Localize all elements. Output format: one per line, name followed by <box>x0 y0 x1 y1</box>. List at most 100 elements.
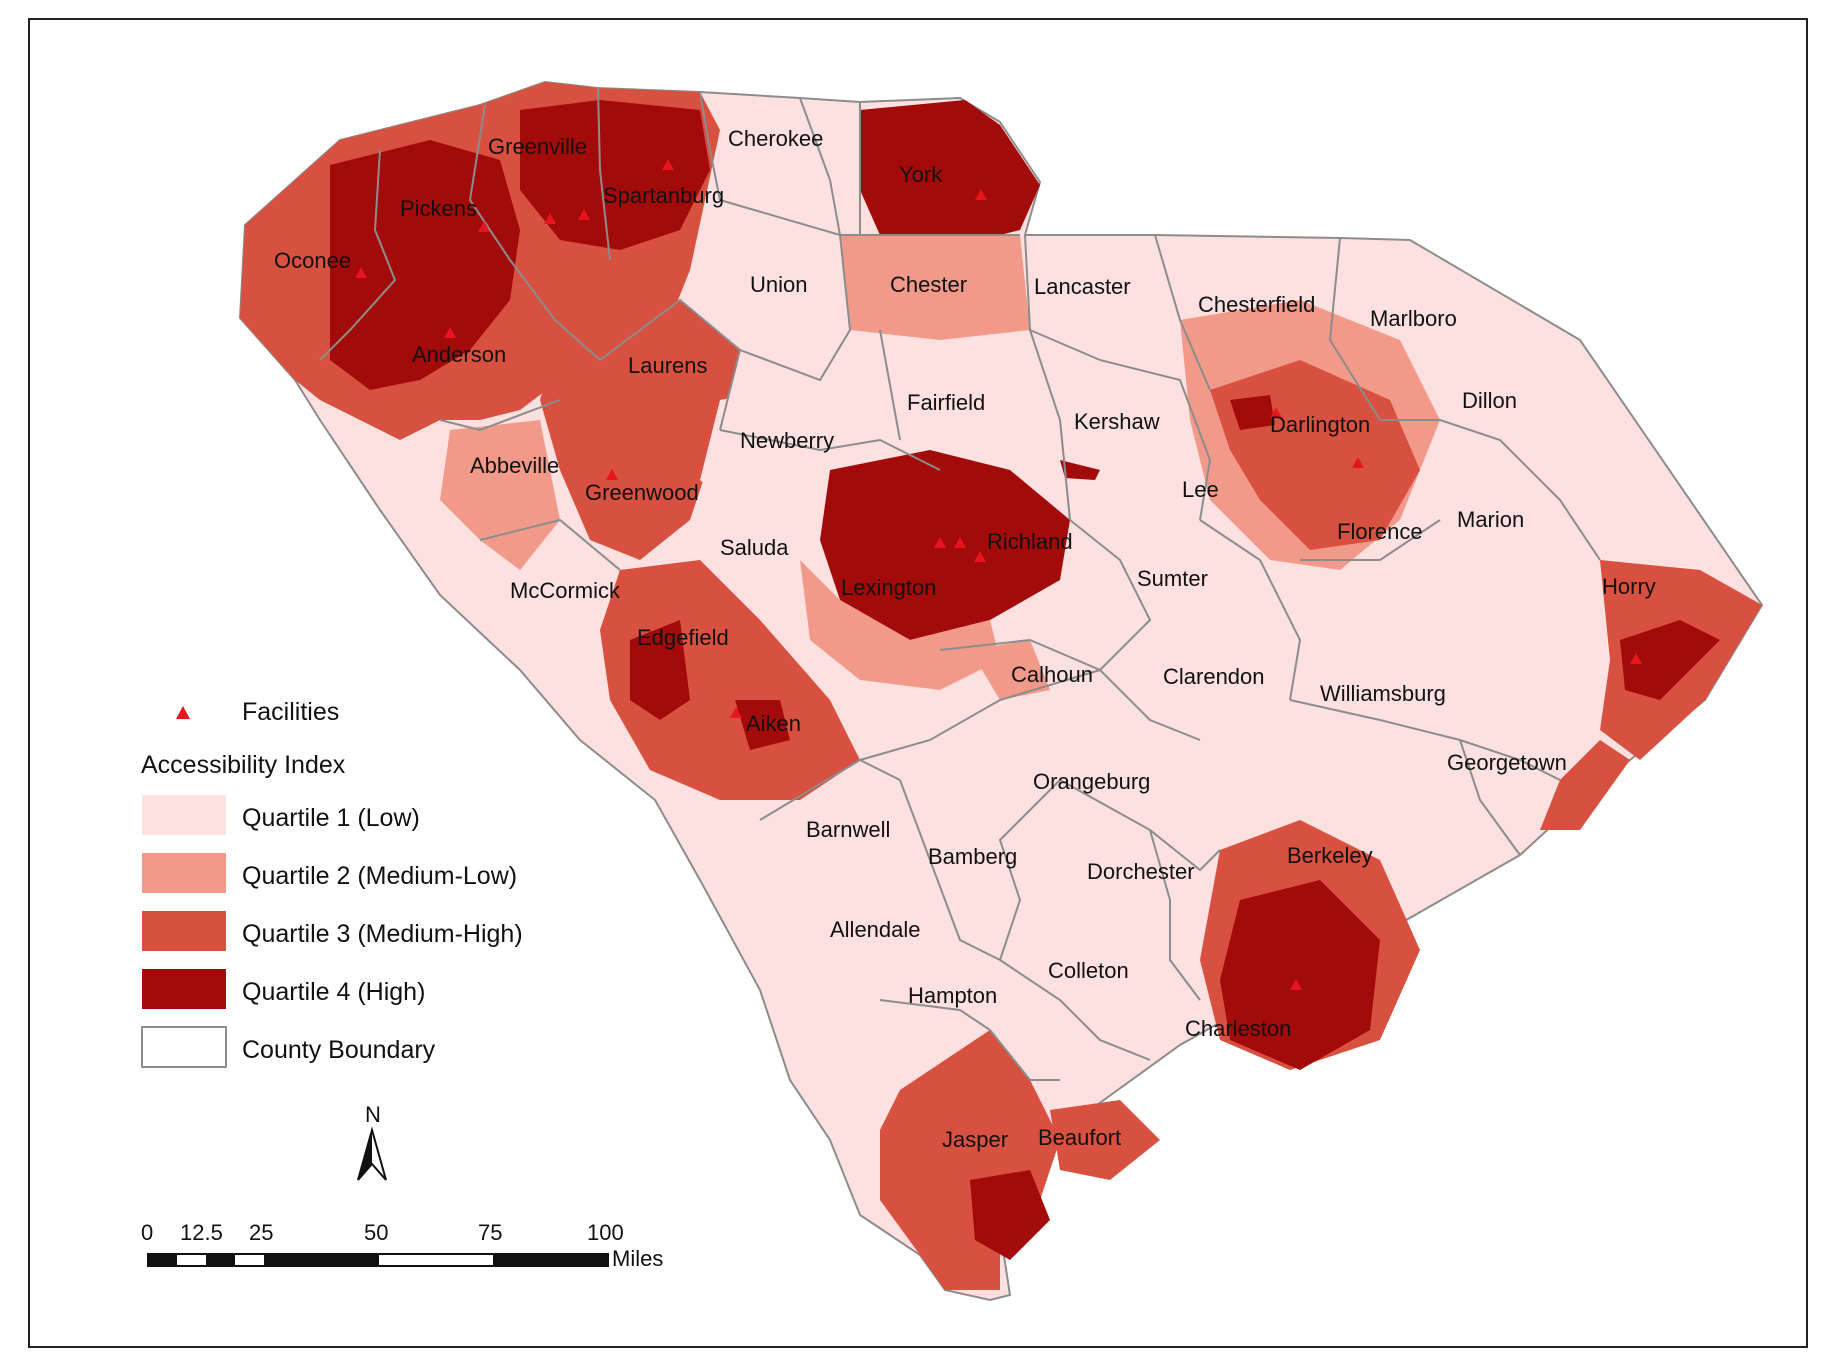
darlington-q4-spot <box>1230 395 1275 430</box>
facility-triangle <box>478 221 490 232</box>
county-label: McCormick <box>510 578 621 603</box>
facility-markers <box>355 159 1642 990</box>
legend-swatch-boundary <box>141 1026 227 1068</box>
county-label: Lee <box>1182 477 1219 502</box>
county-label: Florence <box>1337 519 1423 544</box>
county-label: Barnwell <box>806 817 890 842</box>
county-label: Union <box>750 272 807 297</box>
county-label: Marlboro <box>1370 306 1457 331</box>
county-label: Sumter <box>1137 566 1208 591</box>
county-label: Clarendon <box>1163 664 1265 689</box>
county-label: Newberry <box>740 428 834 453</box>
county-label: Laurens <box>628 353 708 378</box>
legend-swatch-q2 <box>142 853 226 893</box>
facility-triangle <box>1352 457 1364 468</box>
beaufort-q3 <box>1050 1100 1160 1180</box>
county-label: Abbeville <box>470 453 559 478</box>
facility-triangle <box>1290 979 1302 990</box>
map-legend: Facilities Accessibility Index Quartile … <box>141 698 523 1068</box>
county-label: Bamberg <box>928 844 1017 869</box>
facility-legend-icon <box>176 706 190 719</box>
county-label: Aiken <box>746 711 801 736</box>
north-arrow: N <box>357 1102 387 1181</box>
scale-tick-50: 50 <box>364 1220 388 1245</box>
facility-triangle <box>1270 407 1282 418</box>
county-label: Marion <box>1457 507 1524 532</box>
facility-triangle <box>934 537 946 548</box>
legend-label-q2: Quartile 2 (Medium-Low) <box>242 862 517 890</box>
midlands-medium <box>800 560 1000 690</box>
facility-triangle <box>444 327 456 338</box>
facility-triangle <box>975 189 987 200</box>
county-label: Oconee <box>274 248 351 273</box>
facility-triangle <box>954 537 966 548</box>
scale-tick-25: 25 <box>249 1220 273 1245</box>
jasper-q4 <box>970 1170 1050 1260</box>
county-boundaries <box>319 87 1601 1081</box>
facility-triangle <box>544 213 556 224</box>
charleston-q4 <box>1220 880 1380 1070</box>
county-label: Charleston <box>1185 1016 1291 1041</box>
county-label: Saluda <box>720 535 789 560</box>
legend-facilities-label: Facilities <box>242 698 339 726</box>
legend-label-boundary: County Boundary <box>242 1036 436 1064</box>
legend-swatch-q4 <box>142 969 226 1009</box>
facility-triangle <box>730 707 742 718</box>
georgetown-coast-q3 <box>1540 740 1630 830</box>
county-label: Jasper <box>942 1127 1008 1152</box>
abbeville-mccormick-q2 <box>440 420 560 570</box>
legend-title: Accessibility Index <box>141 751 346 779</box>
county-label: Williamsburg <box>1320 681 1446 706</box>
spartanburg-q4 <box>520 100 710 250</box>
county-labels: Oconee Pickens Greenville Spartanburg Ch… <box>274 126 1656 1152</box>
facility-triangle <box>355 267 367 278</box>
county-label: Kershaw <box>1074 409 1160 434</box>
county-label: Spartanburg <box>603 183 724 208</box>
midlands-high <box>820 450 1070 640</box>
scale-unit: Miles <box>612 1246 663 1271</box>
county-label: Edgefield <box>637 625 729 650</box>
county-label: Darlington <box>1270 412 1370 437</box>
facility-triangle <box>1630 653 1642 664</box>
county-label: Colleton <box>1048 958 1129 983</box>
county-label: Calhoun <box>1011 662 1093 687</box>
county-label: Lancaster <box>1034 274 1131 299</box>
scale-tick-100: 100 <box>587 1220 624 1245</box>
county-label: Chesterfield <box>1198 292 1315 317</box>
county-label: Chester <box>890 272 967 297</box>
edgefield-aiken-q3 <box>600 560 860 800</box>
county-label: Dillon <box>1462 388 1517 413</box>
county-label: Pickens <box>400 196 477 221</box>
facility-triangle <box>606 469 618 480</box>
county-label: Fairfield <box>907 390 985 415</box>
legend-swatch-q1 <box>142 795 226 835</box>
county-label: Orangeburg <box>1033 769 1150 794</box>
legend-label-q4: Quartile 4 (High) <box>242 978 425 1006</box>
county-label: Dorchester <box>1087 859 1195 884</box>
county-label: Allendale <box>830 917 921 942</box>
calhoun-q2 <box>970 640 1050 700</box>
edgefield-q4 <box>630 620 690 720</box>
laurens-greenwood-q3 <box>540 300 740 560</box>
scale-bar: 0 12.5 25 50 75 100 Miles <box>141 1220 663 1271</box>
county-label: Greenville <box>488 134 587 159</box>
york-q4 <box>860 100 1040 245</box>
scale-tick-12-5: 12.5 <box>180 1220 223 1245</box>
county-label: Greenwood <box>585 480 699 505</box>
north-arrow-label: N <box>365 1102 381 1127</box>
county-label: York <box>899 162 943 187</box>
horry-coast-q4 <box>1620 620 1720 700</box>
county-label: Beaufort <box>1038 1125 1121 1150</box>
county-label: Cherokee <box>728 126 823 151</box>
county-label: Anderson <box>412 342 506 367</box>
scale-tick-0: 0 <box>141 1220 153 1245</box>
county-label: Hampton <box>908 983 997 1008</box>
map-frame <box>28 18 1808 1348</box>
county-label: Berkeley <box>1287 843 1373 868</box>
county-label: Georgetown <box>1447 750 1567 775</box>
legend-label-q1: Quartile 1 (Low) <box>242 804 420 832</box>
aiken-q4 <box>735 700 790 750</box>
county-label: Richland <box>987 529 1073 554</box>
legend-swatch-q3 <box>142 911 226 951</box>
